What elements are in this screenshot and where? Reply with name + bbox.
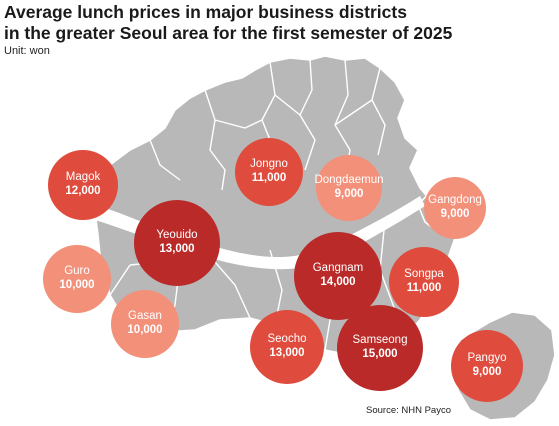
district-price: 12,000: [65, 185, 101, 197]
district-price: 11,000: [251, 172, 287, 184]
district-border-line: [334, 99, 373, 126]
district-name: Jongno: [250, 158, 288, 171]
district-price: 9,000: [472, 366, 502, 378]
title-line-1: Average lunch prices in major business d…: [4, 2, 407, 22]
district-name: Yeouido: [156, 229, 198, 242]
district-name: Gasan: [128, 310, 162, 323]
district-bubble-pangyo: Pangyo 9,000: [451, 330, 523, 402]
district-border-line: [109, 264, 131, 296]
district-bubble-yeouido: Yeouido 13,000: [134, 200, 220, 286]
district-name: Gangdong: [428, 194, 482, 207]
district-border-line: [371, 67, 386, 156]
source-note: Source: NHN Payco: [366, 405, 452, 416]
district-name: Songpa: [404, 268, 444, 281]
district-name: Dongdaemun: [314, 174, 384, 187]
district-bubble-gangnam: Gangnam 14,000: [294, 232, 382, 320]
district-bubble-jongno: Jongno 11,000: [235, 138, 303, 206]
district-border-line: [204, 89, 226, 191]
district-price: 15,000: [362, 348, 398, 360]
district-price: 13,000: [159, 243, 195, 255]
district-price: 9,000: [334, 188, 364, 200]
chart-title: Average lunch prices in major business d…: [4, 2, 554, 44]
district-bubble-gasan: Gasan 10,000: [111, 290, 179, 358]
district-bubble-songpa: Songpa 11,000: [389, 247, 459, 317]
district-name: Guro: [64, 265, 90, 278]
district-bubble-magok: Magok 12,000: [48, 150, 118, 220]
district-bubble-seocho: Seocho 13,000: [250, 310, 324, 384]
district-price: 10,000: [59, 279, 95, 291]
district-bubble-guro: Guro 10,000: [43, 245, 111, 313]
district-price: 10,000: [127, 324, 163, 336]
district-name: Seocho: [267, 333, 307, 346]
district-price: 14,000: [320, 276, 356, 288]
district-price: 13,000: [269, 347, 305, 359]
district-border-line: [274, 94, 301, 116]
district-price: 9,000: [440, 208, 470, 220]
district-border-line: [214, 261, 251, 319]
district-name: Pangyo: [467, 352, 507, 365]
district-name: Gangnam: [312, 262, 364, 275]
district-border-line: [149, 139, 181, 181]
district-name: Magok: [65, 171, 101, 184]
district-bubble-dongdaemun: Dongdaemun 9,000: [314, 155, 384, 221]
district-bubble-gangdong: Gangdong 9,000: [424, 177, 486, 239]
title-line-2: in the greater Seoul area for the first …: [4, 23, 453, 43]
unit-label: Unit: won: [4, 45, 50, 57]
district-bubble-samseong: Samseong 15,000: [337, 305, 423, 391]
district-price: 11,000: [406, 282, 442, 294]
district-border-line: [214, 119, 263, 129]
district-name: Samseong: [352, 334, 408, 347]
